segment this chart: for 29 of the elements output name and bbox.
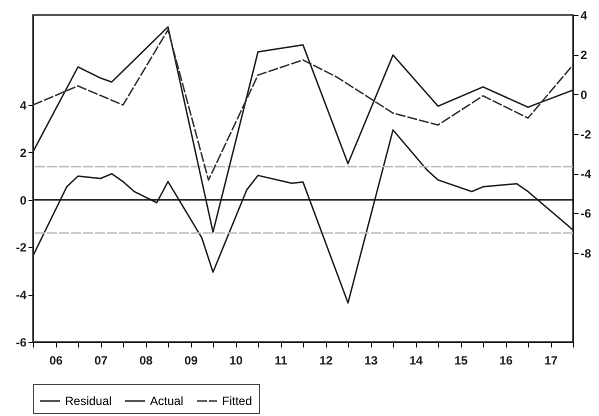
legend-label: Fitted bbox=[222, 394, 252, 408]
y2-tick-label: 2 bbox=[580, 48, 588, 62]
y-tick-label: -2 bbox=[16, 240, 27, 255]
x-tick-label: 15 bbox=[454, 354, 468, 368]
y2-tick-label: -6 bbox=[580, 206, 592, 221]
legend-label: Residual bbox=[65, 394, 112, 408]
y2-tick-label: -2 bbox=[580, 127, 592, 142]
y-tick-label: -6 bbox=[16, 336, 27, 350]
y2-tick-label: -8 bbox=[580, 246, 592, 260]
line-series bbox=[32, 29, 574, 181]
y2-tick-label: -4 bbox=[580, 167, 592, 182]
x-tick-label: 09 bbox=[184, 354, 198, 368]
x-tick-label: 14 bbox=[409, 354, 423, 368]
x-tick-label: 12 bbox=[319, 354, 333, 368]
x-tick-label: 13 bbox=[364, 354, 378, 368]
x-tick-label: 16 bbox=[499, 354, 513, 368]
y2-tick-label: 4 bbox=[580, 8, 588, 22]
x-tick-label: 08 bbox=[139, 354, 153, 368]
x-tick-label: 17 bbox=[544, 354, 558, 368]
y-tick-label: 0 bbox=[20, 193, 27, 208]
y-tick-label: -4 bbox=[16, 288, 27, 302]
y2-tick-label: 0 bbox=[580, 88, 588, 102]
legend-label: Actual bbox=[150, 394, 184, 408]
x-tick-label: 06 bbox=[49, 354, 63, 368]
x-tick-label: 07 bbox=[94, 354, 108, 368]
y-tick-label: 4 bbox=[20, 98, 27, 113]
x-tick-label: 10 bbox=[229, 354, 243, 368]
x-tick-label: 11 bbox=[274, 354, 288, 368]
y-tick-label: 2 bbox=[20, 146, 27, 160]
